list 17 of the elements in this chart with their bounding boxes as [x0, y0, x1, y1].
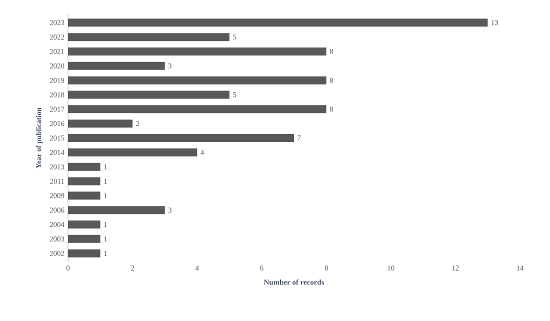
bar: [68, 120, 133, 128]
bar: [68, 47, 326, 56]
bar: [68, 220, 100, 229]
bar: [68, 192, 100, 200]
bar: [68, 249, 100, 258]
bar: [68, 62, 165, 70]
bar: [68, 76, 326, 84]
bar: [68, 162, 100, 171]
bar: [68, 33, 230, 42]
bar: [68, 234, 100, 243]
bar: [68, 134, 294, 142]
bar: [68, 148, 198, 156]
bar: [68, 206, 165, 214]
bar: [68, 18, 488, 27]
bar: [68, 105, 326, 114]
bar: [68, 177, 100, 186]
bar: [68, 90, 230, 99]
